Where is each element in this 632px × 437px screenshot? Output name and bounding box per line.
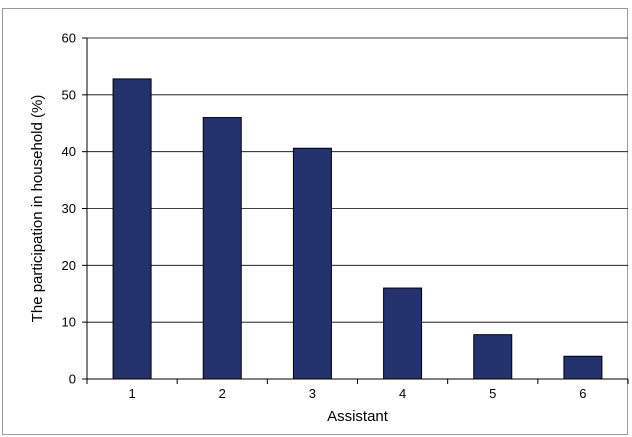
x-tick-label: 2 <box>219 386 226 401</box>
y-axis-title: The participation in household (%) <box>29 95 46 323</box>
bar-1 <box>112 78 152 380</box>
bar-2 <box>202 117 242 380</box>
x-tick-label: 6 <box>579 386 586 401</box>
axes <box>82 37 629 384</box>
bars <box>112 78 603 380</box>
gridlines <box>87 37 628 323</box>
y-tick-label: 20 <box>62 258 76 273</box>
y-tick-label: 0 <box>69 372 76 387</box>
y-tick-label: 30 <box>62 201 76 216</box>
y-tick-label: 60 <box>62 31 76 46</box>
y-tick-labels: 0 10 20 30 40 50 60 <box>62 31 76 387</box>
x-tick-label: 5 <box>489 386 496 401</box>
x-axis-title: Assistant <box>327 408 389 425</box>
y-tick-label: 10 <box>62 315 76 330</box>
x-tick-label: 4 <box>399 386 406 401</box>
x-tick-labels: 1 2 3 4 5 6 <box>128 386 586 401</box>
bar-6 <box>563 355 603 380</box>
bar-5 <box>473 334 513 380</box>
x-tick-label: 1 <box>128 386 135 401</box>
y-tick-label: 40 <box>62 144 76 159</box>
x-tick-label: 3 <box>309 386 316 401</box>
y-tick-label: 50 <box>62 87 76 102</box>
bar-3 <box>292 147 332 380</box>
bar-4 <box>383 287 423 380</box>
